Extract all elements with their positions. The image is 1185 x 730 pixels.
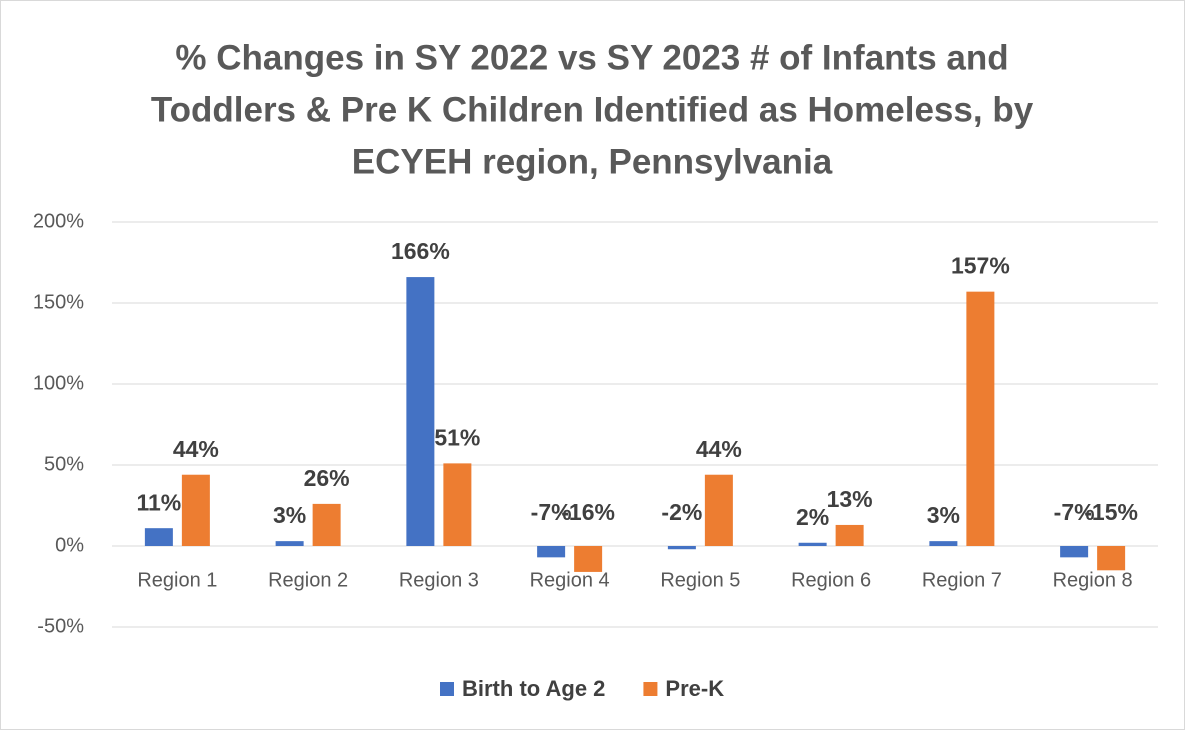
x-tick-label: Region 7: [922, 569, 1002, 591]
bar: [537, 546, 566, 558]
data-label: 11%: [136, 489, 181, 515]
bar: [181, 474, 210, 546]
legend-swatch: [440, 682, 454, 696]
data-label: -2%: [661, 499, 702, 525]
bar: [835, 524, 864, 546]
data-label: -7%: [1054, 499, 1095, 525]
y-tick-label: 200%: [33, 210, 84, 232]
data-label: -7%: [531, 499, 572, 525]
x-tick-label: Region 5: [660, 569, 740, 591]
data-label: 13%: [827, 486, 873, 512]
bar: [1097, 546, 1126, 571]
data-label: 166%: [391, 238, 450, 264]
bar: [704, 474, 733, 546]
bar: [798, 542, 827, 546]
legend-label: Pre-K: [665, 676, 724, 701]
y-tick-label: 50%: [44, 453, 84, 475]
data-label: 44%: [696, 436, 742, 462]
legend-swatch: [643, 682, 658, 696]
bar: [929, 541, 958, 546]
bar: [667, 546, 696, 550]
data-label: 157%: [951, 253, 1010, 279]
data-label: 51%: [434, 424, 480, 450]
x-tick-label: Region 4: [530, 569, 610, 591]
data-label: -16%: [561, 499, 615, 525]
x-tick-label: Region 6: [791, 569, 871, 591]
y-tick-label: 150%: [33, 291, 84, 313]
bar: [275, 541, 304, 546]
chart-title: % Changes in SY 2022 vs SY 2023 # of Inf…: [175, 38, 1008, 77]
bar: [144, 528, 173, 546]
chart-title: ECYEH region, Pennsylvania: [352, 142, 833, 181]
bar: [966, 291, 995, 546]
x-tick-label: Region 2: [268, 569, 348, 591]
bar: [406, 277, 435, 546]
data-label: 3%: [273, 502, 306, 528]
x-tick-label: Region 1: [137, 569, 217, 591]
chart-title: Toddlers & Pre K Children Identified as …: [151, 90, 1034, 129]
bar: [1060, 546, 1089, 558]
bar: [312, 503, 341, 546]
y-tick-label: 100%: [33, 372, 84, 394]
x-tick-label: Region 8: [1053, 569, 1133, 591]
bar: [443, 463, 472, 546]
y-tick-label: 0%: [55, 534, 84, 556]
x-tick-label: Region 3: [399, 569, 479, 591]
data-label: 26%: [304, 465, 350, 491]
data-label: -15%: [1084, 499, 1138, 525]
data-label: 3%: [927, 502, 960, 528]
bar: [574, 546, 603, 572]
y-tick-label: -50%: [37, 615, 84, 637]
legend-label: Birth to Age 2: [462, 676, 605, 701]
data-label: 44%: [173, 436, 219, 462]
data-label: 2%: [796, 504, 829, 530]
